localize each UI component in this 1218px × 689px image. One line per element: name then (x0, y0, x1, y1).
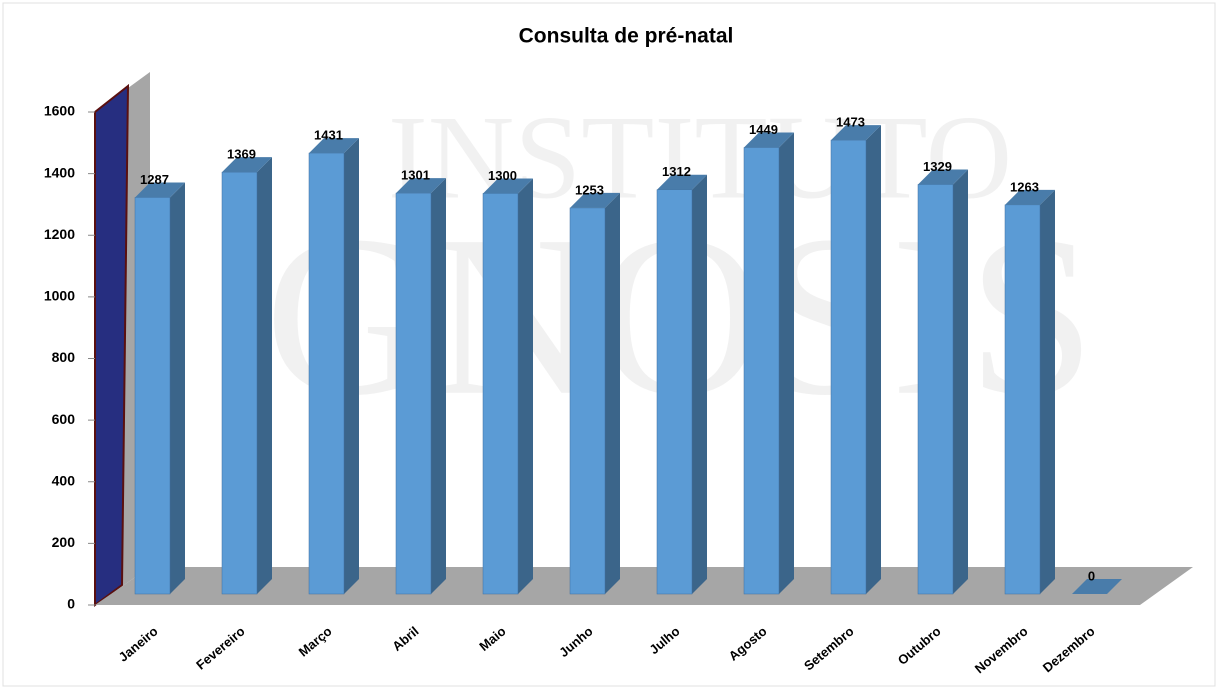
bar (657, 190, 692, 594)
y-tick-label: 800 (52, 349, 76, 365)
value-label: 1253 (575, 182, 604, 197)
bar (1005, 205, 1040, 594)
bar (309, 153, 344, 594)
bar-side (344, 138, 359, 594)
value-label: 1287 (140, 172, 169, 187)
bar (222, 172, 257, 594)
y-tick-label: 1000 (44, 288, 75, 304)
bar-side (170, 182, 185, 594)
value-label: 1473 (836, 115, 865, 130)
y-tick-label: 400 (52, 472, 76, 488)
bar (744, 148, 779, 594)
value-label: 1369 (227, 147, 256, 162)
value-label: 1300 (488, 168, 517, 183)
value-label: 1301 (401, 168, 430, 183)
y-tick-label: 200 (52, 534, 76, 550)
bar-side (605, 193, 620, 594)
value-label: 1329 (923, 159, 952, 174)
value-label: 1431 (314, 128, 343, 143)
y-tick-label: 1400 (44, 164, 75, 180)
value-label: 0 (1088, 568, 1095, 583)
chart-title: Consulta de pré-natal (519, 25, 734, 48)
bar-side (692, 175, 707, 594)
bar (396, 193, 431, 594)
bar-side (866, 125, 881, 594)
y-tick-label: 600 (52, 411, 76, 427)
bar (570, 208, 605, 594)
bar (918, 185, 953, 594)
bar-side (953, 170, 968, 594)
bar-side (431, 178, 446, 594)
bar-side (779, 133, 794, 594)
bar (831, 140, 866, 594)
bar-side (1040, 190, 1055, 594)
bar (135, 197, 170, 594)
value-label: 1449 (749, 122, 778, 137)
y-tick-label: 1200 (44, 226, 75, 242)
value-label: 1263 (1010, 179, 1039, 194)
bar (483, 193, 518, 594)
bar-side (518, 178, 533, 594)
bar-side (257, 157, 272, 594)
page: {"watermark": ["INSTITUTO", "GNOSIS"], "… (0, 0, 1218, 689)
y-tick-label: 1600 (44, 103, 75, 119)
y-tick-label: 0 (67, 596, 75, 612)
side-wall (95, 86, 128, 605)
value-label: 1312 (662, 164, 691, 179)
chart: INSTITUTO GNOSIS Consulta de pré-natal 0… (0, 0, 1218, 689)
